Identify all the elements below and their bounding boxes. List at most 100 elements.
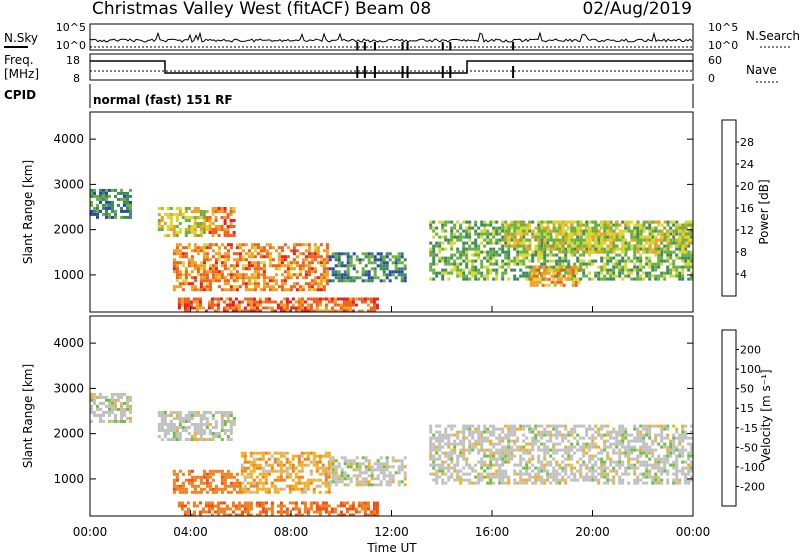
heatmap-cell [403,465,407,469]
heatmap-cell [624,430,628,434]
heatmap-cell [624,226,628,230]
heatmap-cell [687,253,691,257]
heatmap-cell [648,451,652,455]
heatmap-cell [564,235,568,239]
heatmap-cell [585,427,589,431]
freq-gap-marker [373,66,376,78]
heatmap-cell [232,225,236,228]
heatmap-cell [217,246,221,250]
heatmap-cell [369,510,373,514]
heatmap-cell [657,481,661,485]
heatmap-cell [618,433,622,437]
heatmap-cell [258,510,262,514]
heatmap-cell [678,265,682,269]
heatmap-cell [618,448,622,452]
heatmap-cell [549,220,553,224]
heatmap-cell [186,300,190,304]
heatmap-cell [247,249,251,253]
heatmap-cell [235,279,239,283]
heatmap-cell [642,442,646,446]
heatmap-cell [687,229,691,233]
heatmap-cell [624,220,628,224]
heatmap-cell [666,235,670,239]
heatmap-cell [355,255,359,259]
heatmap-cell [573,250,577,254]
heatmap-cell [483,460,487,464]
heatmap-cell [190,264,194,268]
heatmap-cell [501,247,505,251]
heatmap-cell [271,288,275,292]
heatmap-cell [516,256,520,260]
heatmap-cell [282,469,286,473]
heatmap-cell [639,262,643,266]
heatmap-cell [226,267,230,271]
heatmap-cell [564,436,568,440]
heatmap-cell [573,424,577,428]
heatmap-cell [666,445,670,449]
heatmap-cell [279,472,283,476]
heatmap-cell [591,463,595,467]
heatmap-cell [340,468,344,472]
heatmap-cell [558,448,562,452]
heatmap-cell [319,285,323,289]
heatmap-cell [270,306,274,310]
heatmap-cell [222,309,226,313]
heatmap-cell [216,309,220,313]
heatmap-cell [214,216,218,219]
heatmap-cell [193,435,197,438]
heatmap-cell [327,297,331,301]
heatmap-cell [193,225,197,228]
heatmap-cell [397,267,401,271]
heatmap-cell [223,252,227,256]
heatmap-cell [669,253,673,257]
heatmap-cell [292,252,296,256]
heatmap-cell [205,279,209,283]
heatmap-cell [477,427,481,431]
heatmap-cell [453,442,457,446]
noise-tick-bottom: 10^0 [56,39,86,52]
heatmap-cell [303,504,307,508]
heatmap-cell [534,250,538,254]
heatmap-cell [639,235,643,239]
heatmap-cell [624,253,628,257]
heatmap-cell [543,469,547,473]
heatmap-cell [249,451,253,455]
heatmap-cell [561,250,565,254]
heatmap-cell [681,274,685,278]
heatmap-cell [618,265,622,269]
heatmap-cell [246,501,250,505]
freq-gap-marker [406,66,409,78]
heatmap-cell [519,220,523,224]
heatmap-cell [334,252,338,256]
heatmap-cell [609,235,613,239]
heatmap-cell [474,274,478,278]
heatmap-cell [300,469,304,473]
heatmap-cell [669,448,673,452]
heatmap-cell [178,270,182,274]
heatmap-cell [561,241,565,245]
heatmap-cell [639,436,643,440]
heatmap-cell [529,280,533,284]
heatmap-cell [567,244,571,248]
heatmap-cell [181,282,185,286]
heatmap-cell [96,404,99,408]
heatmap-cell [370,471,374,475]
heatmap-cell [361,258,365,262]
heatmap-cell [285,460,289,464]
heatmap-cell [250,255,254,259]
heatmap-cell [258,504,262,508]
heatmap-cell [178,414,182,417]
heatmap-cell [220,207,224,210]
heatmap-cell [642,475,646,479]
heatmap-cell [306,484,310,488]
heatmap-cell [321,297,325,301]
heatmap-cell [214,267,218,271]
heatmap-cell [567,226,571,230]
heatmap-cell [181,216,185,219]
heatmap-cell [432,262,436,266]
heatmap-cell [96,194,99,198]
heatmap-cell [220,472,224,476]
heatmap-cell [480,457,484,461]
heatmap-cell [288,501,292,505]
heatmap-cell [690,220,694,224]
